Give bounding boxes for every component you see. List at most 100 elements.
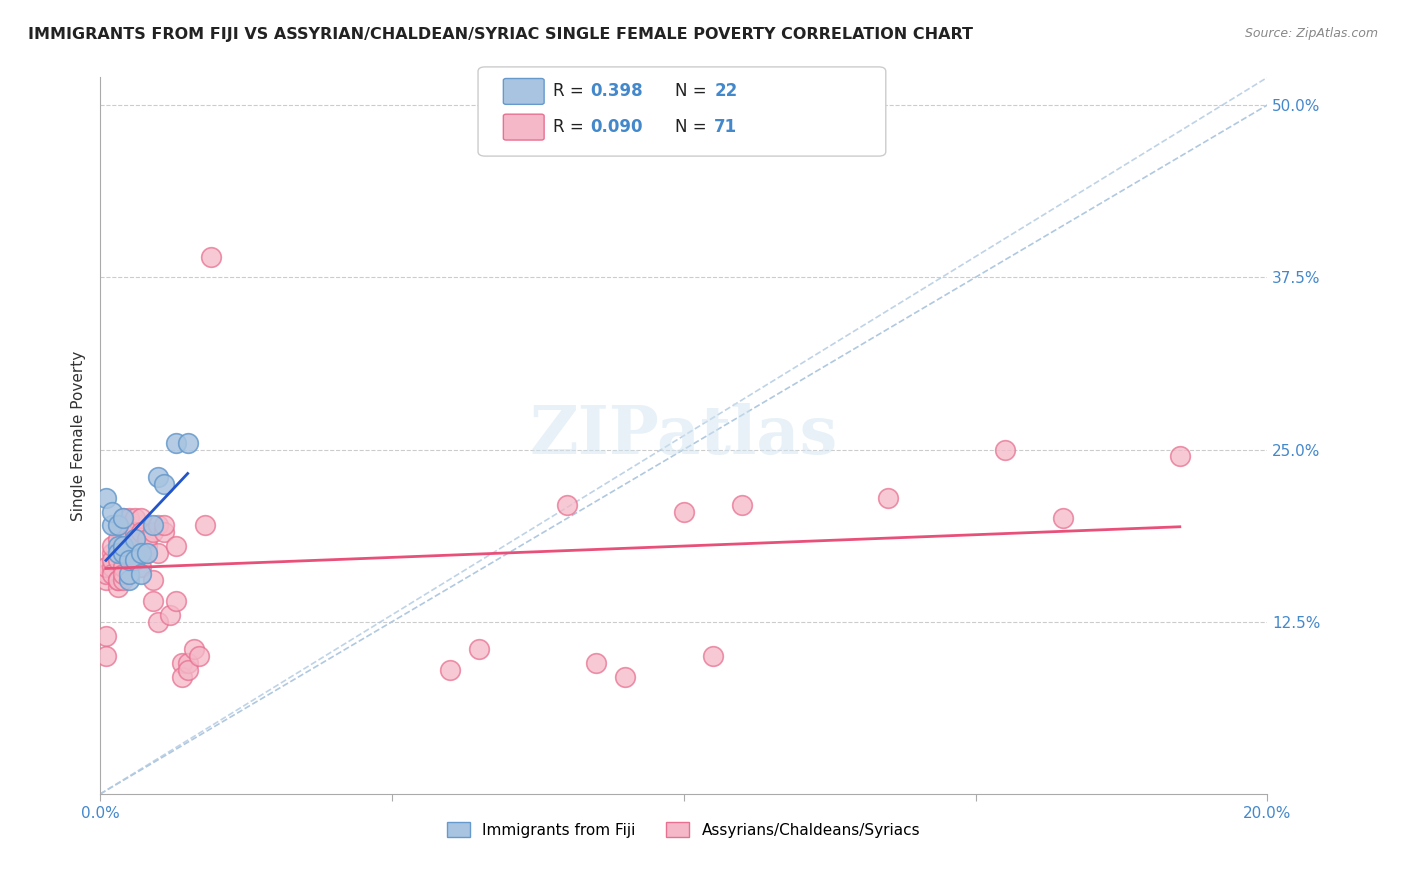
Point	[159, 607, 181, 622]
Point	[94, 491, 117, 505]
Point	[112, 518, 135, 533]
Point	[107, 580, 129, 594]
Text: 0.398: 0.398	[591, 82, 643, 100]
Point	[170, 670, 193, 684]
Point	[183, 642, 205, 657]
Point	[142, 525, 165, 540]
Point	[107, 539, 129, 553]
Text: IMMIGRANTS FROM FIJI VS ASSYRIAN/CHALDEAN/SYRIAC SINGLE FEMALE POVERTY CORRELATI: IMMIGRANTS FROM FIJI VS ASSYRIAN/CHALDEA…	[28, 27, 973, 42]
Text: N =: N =	[675, 82, 711, 100]
Point	[994, 442, 1017, 457]
Point	[112, 559, 135, 574]
Text: R =: R =	[553, 118, 589, 136]
Text: 71: 71	[714, 118, 737, 136]
Point	[731, 498, 754, 512]
Text: ZIPatlas: ZIPatlas	[530, 403, 838, 468]
Point	[112, 546, 135, 560]
Point	[101, 559, 124, 574]
Text: R =: R =	[553, 82, 589, 100]
Point	[118, 546, 141, 560]
Point	[153, 525, 176, 540]
Point	[702, 649, 724, 664]
Point	[112, 546, 135, 560]
Point	[107, 546, 129, 560]
Point	[124, 525, 146, 540]
Point	[129, 525, 152, 540]
Point	[129, 511, 152, 525]
Point	[194, 518, 217, 533]
Point	[124, 532, 146, 546]
Point	[118, 525, 141, 540]
Point	[165, 539, 187, 553]
Legend: Immigrants from Fiji, Assyrians/Chaldeans/Syriacs: Immigrants from Fiji, Assyrians/Chaldean…	[441, 815, 927, 844]
Point	[153, 477, 176, 491]
Point	[112, 511, 135, 525]
Point	[124, 532, 146, 546]
Text: 0.090: 0.090	[591, 118, 643, 136]
Point	[118, 532, 141, 546]
Point	[614, 670, 637, 684]
Point	[124, 525, 146, 540]
Point	[142, 594, 165, 608]
Text: Source: ZipAtlas.com: Source: ZipAtlas.com	[1244, 27, 1378, 40]
Point	[101, 518, 124, 533]
Point	[129, 546, 152, 560]
Point	[176, 435, 198, 450]
Point	[129, 566, 152, 581]
Point	[112, 511, 135, 525]
Point	[94, 559, 117, 574]
Point	[101, 504, 124, 518]
Point	[142, 518, 165, 533]
Point	[1168, 450, 1191, 464]
Point	[129, 546, 152, 560]
Point	[118, 553, 141, 567]
Point	[188, 649, 211, 664]
Point	[112, 539, 135, 553]
Point	[555, 498, 578, 512]
Text: N =: N =	[675, 118, 711, 136]
Point	[118, 566, 141, 581]
Y-axis label: Single Female Poverty: Single Female Poverty	[72, 351, 86, 521]
Point	[101, 566, 124, 581]
Point	[142, 574, 165, 588]
Point	[118, 574, 141, 588]
Point	[135, 532, 157, 546]
Point	[135, 546, 157, 560]
Point	[107, 553, 129, 567]
Point	[101, 553, 124, 567]
Point	[200, 250, 222, 264]
Point	[118, 546, 141, 560]
Point	[107, 532, 129, 546]
Point	[124, 546, 146, 560]
Point	[439, 663, 461, 677]
Point	[107, 574, 129, 588]
Point	[672, 504, 695, 518]
Point	[148, 518, 170, 533]
Point	[101, 546, 124, 560]
Point	[176, 663, 198, 677]
Point	[165, 594, 187, 608]
Point	[170, 656, 193, 670]
Point	[107, 574, 129, 588]
Point	[165, 435, 187, 450]
Point	[129, 559, 152, 574]
Point	[94, 574, 117, 588]
Point	[135, 546, 157, 560]
Point	[118, 546, 141, 560]
Point	[112, 574, 135, 588]
Point	[468, 642, 491, 657]
Point	[877, 491, 900, 505]
Point	[1052, 511, 1074, 525]
Point	[148, 615, 170, 629]
Point	[124, 511, 146, 525]
Point	[94, 566, 117, 581]
Text: 22: 22	[714, 82, 738, 100]
Point	[585, 656, 607, 670]
Point	[153, 518, 176, 533]
Point	[94, 649, 117, 664]
Point	[101, 539, 124, 553]
Point	[94, 628, 117, 642]
Point	[176, 656, 198, 670]
Point	[135, 539, 157, 553]
Point	[107, 518, 129, 533]
